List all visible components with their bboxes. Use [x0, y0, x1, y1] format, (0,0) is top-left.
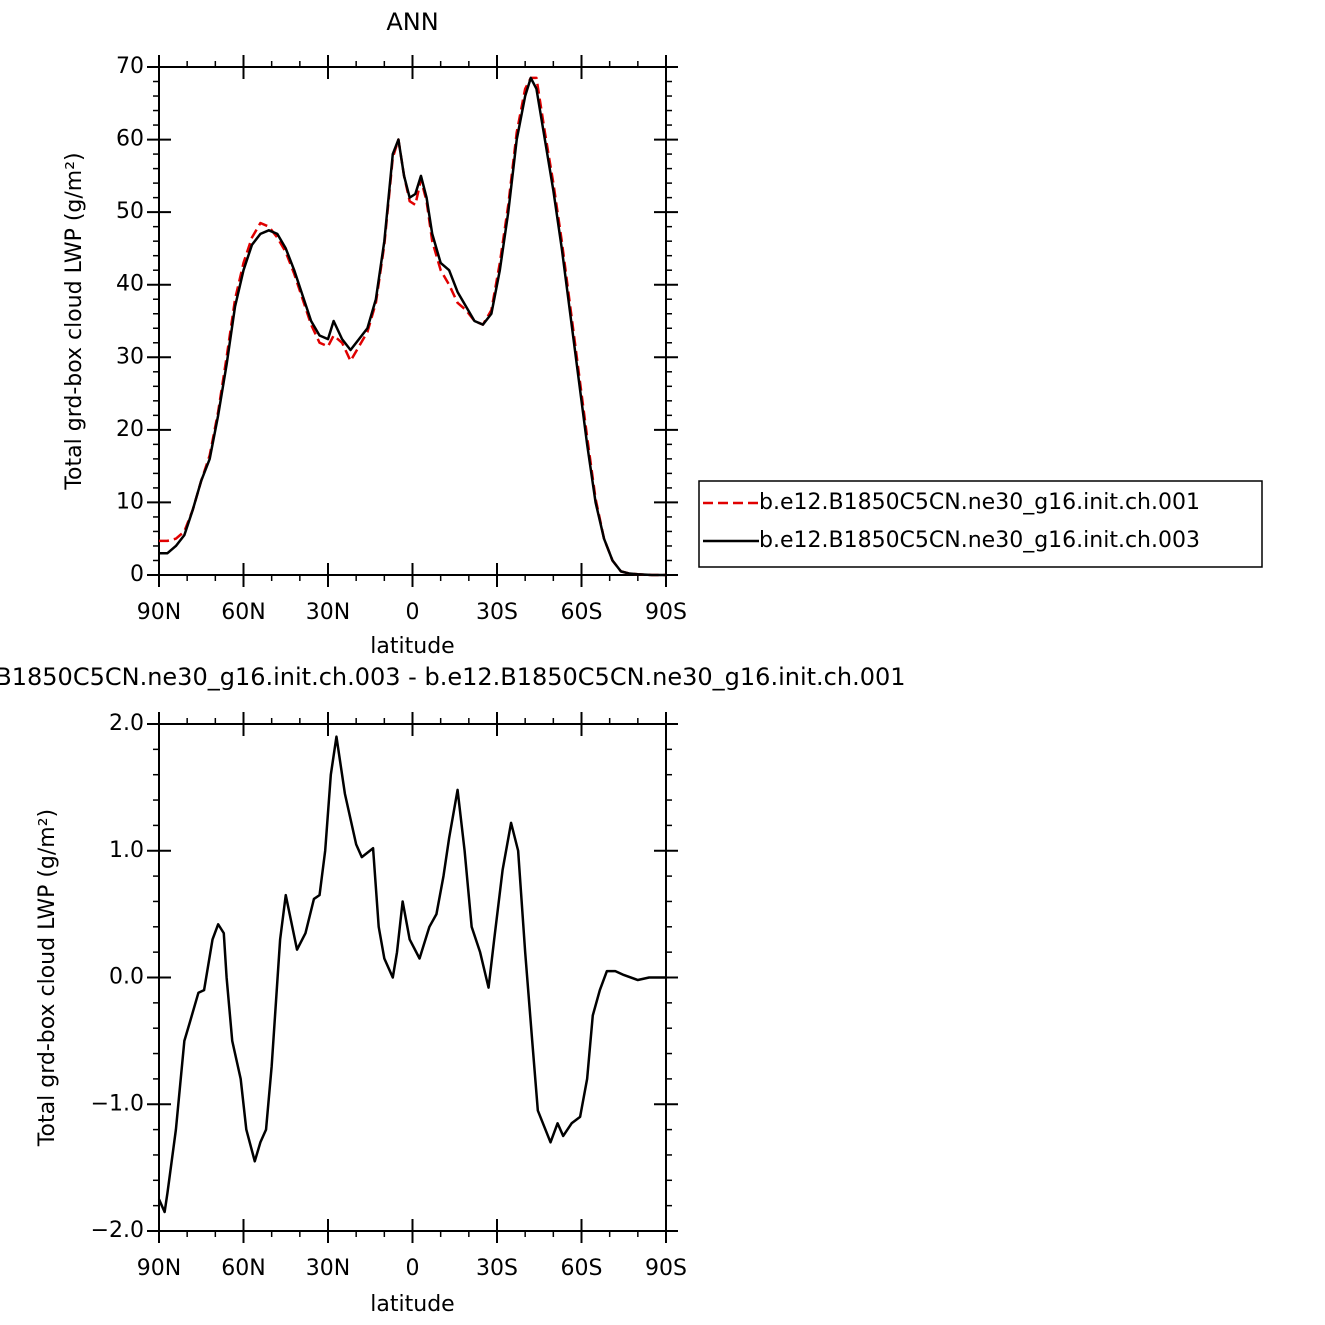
y-tick-label: 2.0 [109, 711, 144, 736]
legend-box [698, 480, 1263, 568]
y-tick-label: −1.0 [91, 1091, 144, 1116]
legend-label: b.e12.B1850C5CN.ne30_g16.init.ch.001 [759, 490, 1200, 515]
x-tick-label: 90S [645, 1256, 687, 1281]
x-tick-label: 60N [221, 1256, 265, 1281]
chart-title: ANN [386, 8, 438, 36]
y-tick-label: 0.0 [109, 965, 144, 990]
data-line [159, 76, 666, 577]
data-line [159, 76, 666, 577]
plot-frame [158, 66, 667, 576]
x-axis-label: latitude [370, 634, 454, 659]
y-tick-label: 60 [116, 127, 144, 152]
y-axis-label: Total grd-box cloud LWP (g/m²) [35, 809, 60, 1147]
y-tick-label: 20 [116, 417, 144, 442]
x-tick-label: 0 [406, 600, 420, 625]
y-tick-label: 10 [116, 489, 144, 514]
x-tick-label: 0 [406, 1256, 420, 1281]
x-tick-label: 90N [137, 1256, 181, 1281]
x-tick-label: 30N [306, 600, 350, 625]
data-line [157, 735, 666, 1214]
y-tick-label: 30 [116, 344, 144, 369]
y-tick-label: 0 [130, 562, 144, 587]
x-tick-label: 60N [221, 600, 265, 625]
legend-label: b.e12.B1850C5CN.ne30_g16.init.ch.003 [759, 528, 1200, 553]
x-tick-label: 60S [561, 600, 603, 625]
x-tick-label: 90S [645, 600, 687, 625]
y-tick-label: 1.0 [109, 838, 144, 863]
x-tick-label: 30N [306, 1256, 350, 1281]
y-axis-label: Total grd-box cloud LWP (g/m²) [62, 152, 87, 490]
y-tick-label: 50 [116, 199, 144, 224]
x-tick-label: 30S [476, 600, 518, 625]
plot-frame [158, 723, 667, 1232]
y-tick-label: 40 [116, 272, 144, 297]
x-axis-label: latitude [370, 1292, 454, 1317]
x-tick-label: 30S [476, 1256, 518, 1281]
x-tick-label: 90N [137, 600, 181, 625]
x-tick-label: 60S [561, 1256, 603, 1281]
y-tick-label: 70 [116, 54, 144, 79]
chart-title: b.e12.B1850C5CN.ne30_g16.init.ch.003 - b… [0, 663, 906, 691]
y-tick-label: −2.0 [91, 1218, 144, 1243]
